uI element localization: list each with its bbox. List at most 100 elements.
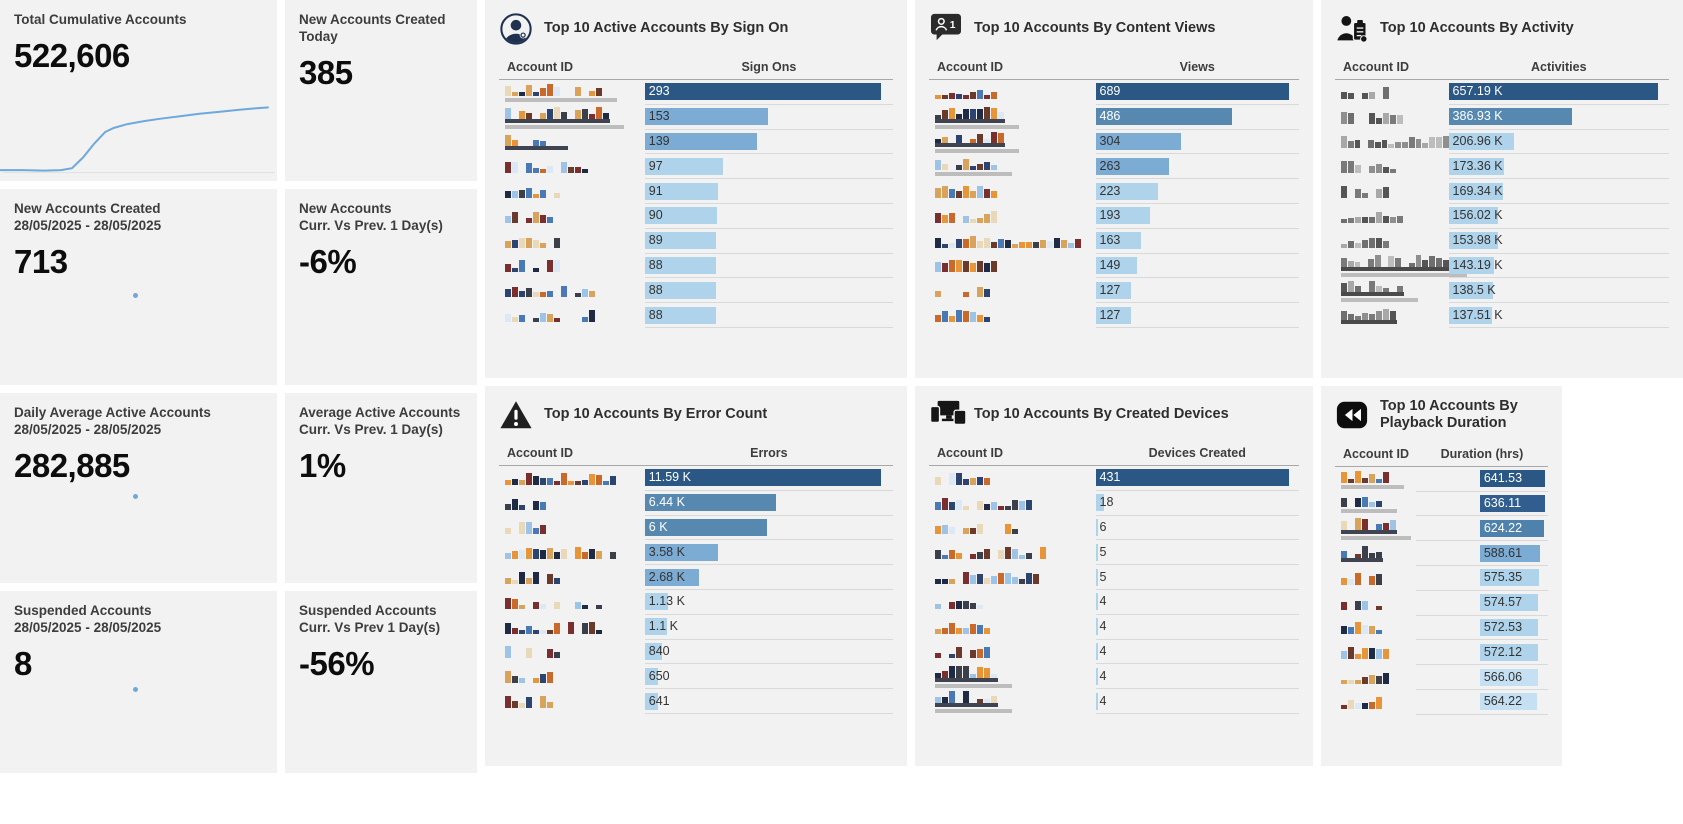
kpi-value: 522,606 [14,36,130,74]
bar-cell: 564.22 [1415,690,1548,715]
bar-value-label: 11.59 K [648,470,691,485]
bar[interactable]: 574.57 [1479,594,1539,612]
redacted-account-id [505,106,645,119]
bar[interactable]: 11.59 K [644,469,881,487]
bar-value-label: 657.19 K [1452,84,1503,99]
account-id-cell [499,664,645,689]
bar-cell: 127 [1095,278,1299,304]
bar[interactable]: 650 [644,667,670,685]
bar[interactable]: 6 K [644,518,767,536]
bar[interactable]: 486 [1095,108,1232,126]
table-row: 11.59 K [499,466,893,491]
bar[interactable]: 173.36 K [1448,157,1504,175]
bar[interactable]: 572.12 [1479,643,1539,661]
bar[interactable]: 4 [1095,642,1106,660]
bar-value-label: 1.13 K [648,594,685,609]
bar[interactable]: 88 [644,306,716,324]
bar[interactable]: 304 [1095,132,1181,150]
bar-cell: 169.34 K [1448,179,1669,204]
bar[interactable]: 139 [644,132,757,150]
bar[interactable]: 564.22 [1479,693,1538,711]
bar-rows: 641.53 636.11 624.22 588.61 575.35 574.57 572.… [1335,467,1548,715]
redacted-account-id [935,546,1096,560]
bar[interactable]: 575.35 [1479,569,1539,587]
bar[interactable]: 641 [644,692,670,710]
kpi-title: Average Active Accounts Curr. Vs Prev. 1… [299,405,461,437]
table-row: 486 [929,105,1299,130]
kpi-new-accounts-created-range: New Accounts Created 28/05/2025 - 28/05/… [0,189,277,385]
bar[interactable]: 641.53 [1479,470,1546,488]
cumulative-accounts-line-chart[interactable] [0,79,277,177]
bar[interactable]: 88 [644,281,716,299]
bar[interactable]: 431 [1095,469,1289,487]
bar-value-label: 88 [648,307,663,322]
bar[interactable]: 223 [1095,182,1159,200]
bar-value-label: 97 [648,158,663,173]
bar[interactable]: 193 [1095,207,1150,225]
bar[interactable]: 624.22 [1479,519,1544,537]
bar[interactable]: 127 [1095,281,1132,299]
column-headers: Account ID Errors [499,442,893,466]
bar[interactable]: 588.61 [1479,544,1540,562]
bar[interactable]: 657.19 K [1448,83,1658,101]
bar[interactable]: 4 [1095,593,1106,611]
bar[interactable]: 149 [1095,256,1138,274]
bar-cell: 153.98 K [1448,229,1669,254]
bar[interactable]: 566.06 [1479,668,1538,686]
bar-cell: 206.96 K [1448,130,1669,155]
table-row: 206.96 K [1335,130,1669,155]
bar[interactable]: 156.02 K [1448,207,1503,225]
chart-title: Top 10 Accounts By Playback Duration [1380,398,1518,432]
bar[interactable]: 4 [1095,618,1106,636]
bar-value-label: 636.11 [1483,495,1522,510]
bar[interactable]: 293 [644,83,881,101]
bar-cell: 139 [644,130,893,155]
bar[interactable]: 2.68 K [644,568,700,586]
bar-cell: 90 [644,204,893,229]
bar[interactable]: 153 [644,108,768,126]
bar[interactable]: 5 [1095,543,1106,561]
bar[interactable]: 143.19 K [1448,256,1503,274]
bar[interactable]: 163 [1095,232,1142,250]
account-id-cell [1335,254,1467,279]
bar[interactable]: 90 [644,207,718,225]
bar[interactable]: 636.11 [1479,494,1545,512]
table-row: 624.22 [1335,516,1548,542]
bar[interactable]: 18 [1095,494,1113,512]
bar[interactable]: 127 [1095,306,1132,324]
bar[interactable]: 263 [1095,157,1170,175]
bar[interactable]: 206.96 K [1448,132,1515,150]
bar[interactable]: 4 [1095,667,1106,685]
bar-rows: 657.19 K 386.93 K 206.96 K 173.36 K 169.34 K… [1335,80,1669,328]
bar[interactable]: 689 [1095,83,1289,101]
bar[interactable]: 5 [1095,568,1106,586]
redaction-base [1341,320,1397,325]
bar[interactable]: 386.93 K [1448,108,1572,126]
redacted-account-id [505,621,645,634]
bar[interactable]: 153.98 K [1448,232,1503,250]
table-row: 4 [929,640,1299,665]
bar[interactable]: 97 [644,157,723,175]
kpi-title: Daily Average Active Accounts 28/05/2025… [14,405,211,437]
bar[interactable]: 572.53 [1479,618,1539,636]
bar[interactable]: 3.58 K [644,543,718,561]
bar[interactable]: 89 [644,232,717,250]
account-id-cell [499,491,645,516]
bar[interactable]: 6.44 K [644,494,776,512]
bar[interactable]: 6 [1095,518,1106,536]
bar[interactable]: 137.51 K [1448,306,1503,324]
bar[interactable]: 88 [644,256,716,274]
bar-value-label: 91 [648,183,663,198]
kpi-value: -56% [299,644,375,682]
account-id-cell [499,590,645,615]
bar[interactable]: 91 [644,182,718,200]
bar-value-label: 173.36 K [1452,158,1503,173]
bar[interactable]: 1.13 K [644,593,685,611]
bar[interactable]: 169.34 K [1448,182,1503,200]
bar[interactable]: 1.1 K [644,618,678,636]
account-id-cell [1335,154,1449,179]
redaction-base [1341,558,1383,563]
bar[interactable]: 840 [644,642,670,660]
bar[interactable]: 4 [1095,692,1106,710]
bar[interactable]: 138.5 K [1448,281,1496,299]
